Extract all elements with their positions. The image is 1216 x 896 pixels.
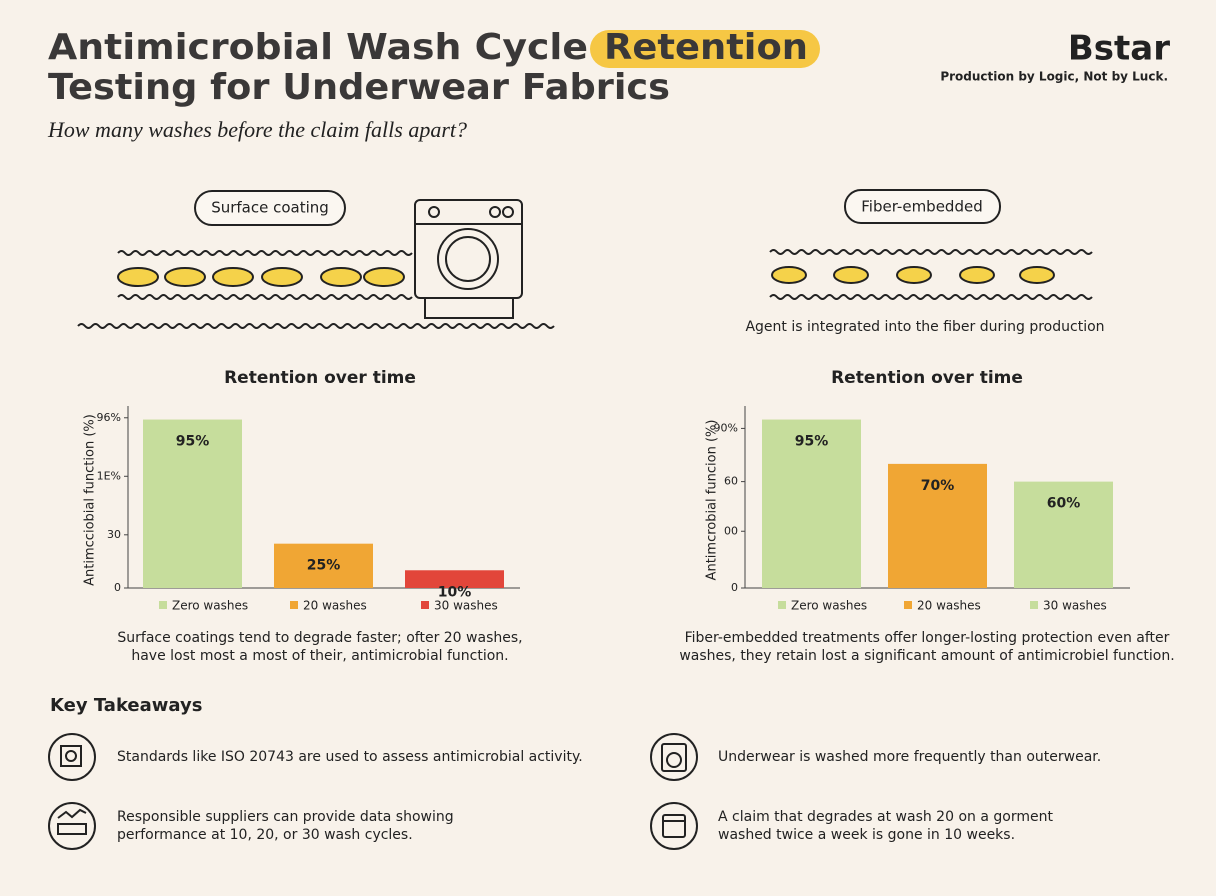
- washing-machine: [414, 199, 523, 319]
- bar: [762, 419, 861, 588]
- value-label: 95%: [176, 434, 210, 450]
- pill-label: Fiber-embedded: [861, 198, 982, 216]
- agent-particle: [261, 267, 303, 287]
- value-label: 60%: [1047, 496, 1081, 512]
- y-tick-label: 96%: [97, 411, 121, 424]
- chart-title: Retention over time: [831, 368, 1023, 388]
- chart-caption: Fiber-embedded treatments offer longer-l…: [685, 630, 1170, 646]
- legend-swatch: [421, 601, 429, 609]
- chart-caption: Surface coatings tend to degrade faster;…: [117, 630, 522, 646]
- y-axis-label: Antimcrobial funcion (%): [705, 420, 720, 581]
- subtitle: How many washes before the claim falls a…: [47, 117, 467, 142]
- fabric-illustrations: [77, 249, 1093, 329]
- y-tick-label: 1E%: [97, 469, 121, 482]
- value-label: 10%: [438, 584, 472, 600]
- chart-title: Retention over time: [224, 368, 416, 388]
- title-part1: Antimicrobial Wash Cycle: [48, 27, 588, 68]
- bar: [274, 543, 373, 588]
- wave: [77, 323, 555, 329]
- legend-label: 30 washes: [1043, 599, 1107, 613]
- legend-label: 20 washes: [917, 599, 981, 613]
- chart-caption: have lost most a most of their, antimicr…: [131, 648, 508, 664]
- agent-particle: [959, 266, 995, 284]
- value-label: 95%: [795, 434, 829, 450]
- takeaway-text: Underwear is washed more frequently than…: [718, 749, 1101, 765]
- title-highlight: Retention: [604, 27, 808, 68]
- bar: [888, 463, 987, 588]
- y-tick-label: 0: [731, 581, 738, 594]
- bar: [1014, 481, 1113, 588]
- agent-particle: [363, 267, 405, 287]
- takeaway-text: performance at 10, 20, or 30 wash cycles…: [117, 827, 413, 843]
- legend-swatch: [290, 601, 298, 609]
- y-tick-label: 90%: [714, 421, 738, 434]
- title-part2: Testing for Underwear Fabrics: [48, 67, 670, 108]
- value-label: 70%: [921, 478, 955, 494]
- agent-particle: [771, 266, 807, 284]
- legend-label: Zero washes: [172, 599, 248, 613]
- illustration-caption: Agent is integrated into the fiber durin…: [745, 319, 1104, 335]
- agent-particle: [212, 267, 254, 287]
- wave: [769, 294, 1093, 300]
- agent-particle: [164, 267, 206, 287]
- agent-particle: [320, 267, 362, 287]
- legend-swatch: [159, 601, 167, 609]
- takeaway-text: Standards like ISO 20743 are used to ass…: [117, 749, 583, 765]
- value-label: 25%: [307, 558, 341, 574]
- takeaway-text: A claim that degrades at wash 20 on a go…: [718, 809, 1053, 825]
- legend-label: Zero washes: [791, 599, 867, 613]
- title-highlight-bg: [590, 30, 820, 68]
- bar: [143, 419, 242, 588]
- y-tick-label: 60: [724, 475, 738, 488]
- y-tick-label: 00: [724, 524, 738, 537]
- chart-caption: washes, they retain lost a significant a…: [679, 648, 1174, 664]
- agent-particle: [117, 267, 159, 287]
- legend-label: 30 washes: [434, 599, 498, 613]
- wave: [117, 250, 413, 256]
- y-tick-label: 30: [107, 528, 121, 541]
- pill: [194, 190, 346, 226]
- y-axis-label: Antimcciobial function (%): [83, 414, 98, 586]
- y-tick-label: 0: [114, 581, 121, 594]
- legend-swatch: [904, 601, 912, 609]
- takeaways-title: Key Takeaways: [50, 695, 202, 716]
- wave: [769, 249, 1093, 255]
- takeaway-text: Responsible suppliers can provide data s…: [117, 809, 454, 825]
- brand: Bstar: [1068, 29, 1170, 69]
- pill: [844, 189, 1001, 224]
- legend-label: 20 washes: [303, 599, 367, 613]
- pill-label: Surface coating: [211, 199, 329, 217]
- takeaway-text: washed twice a week is gone in 10 weeks.: [718, 827, 1015, 843]
- legend-swatch: [1030, 601, 1038, 609]
- agent-particle: [896, 266, 932, 284]
- agent-particle: [833, 266, 869, 284]
- tagline: Production by Logic, Not by Luck.: [940, 70, 1168, 84]
- legend-swatch: [778, 601, 786, 609]
- agent-particle: [1019, 266, 1055, 284]
- wave: [117, 294, 413, 300]
- bar: [405, 570, 504, 588]
- takeaway-icons: [48, 733, 698, 850]
